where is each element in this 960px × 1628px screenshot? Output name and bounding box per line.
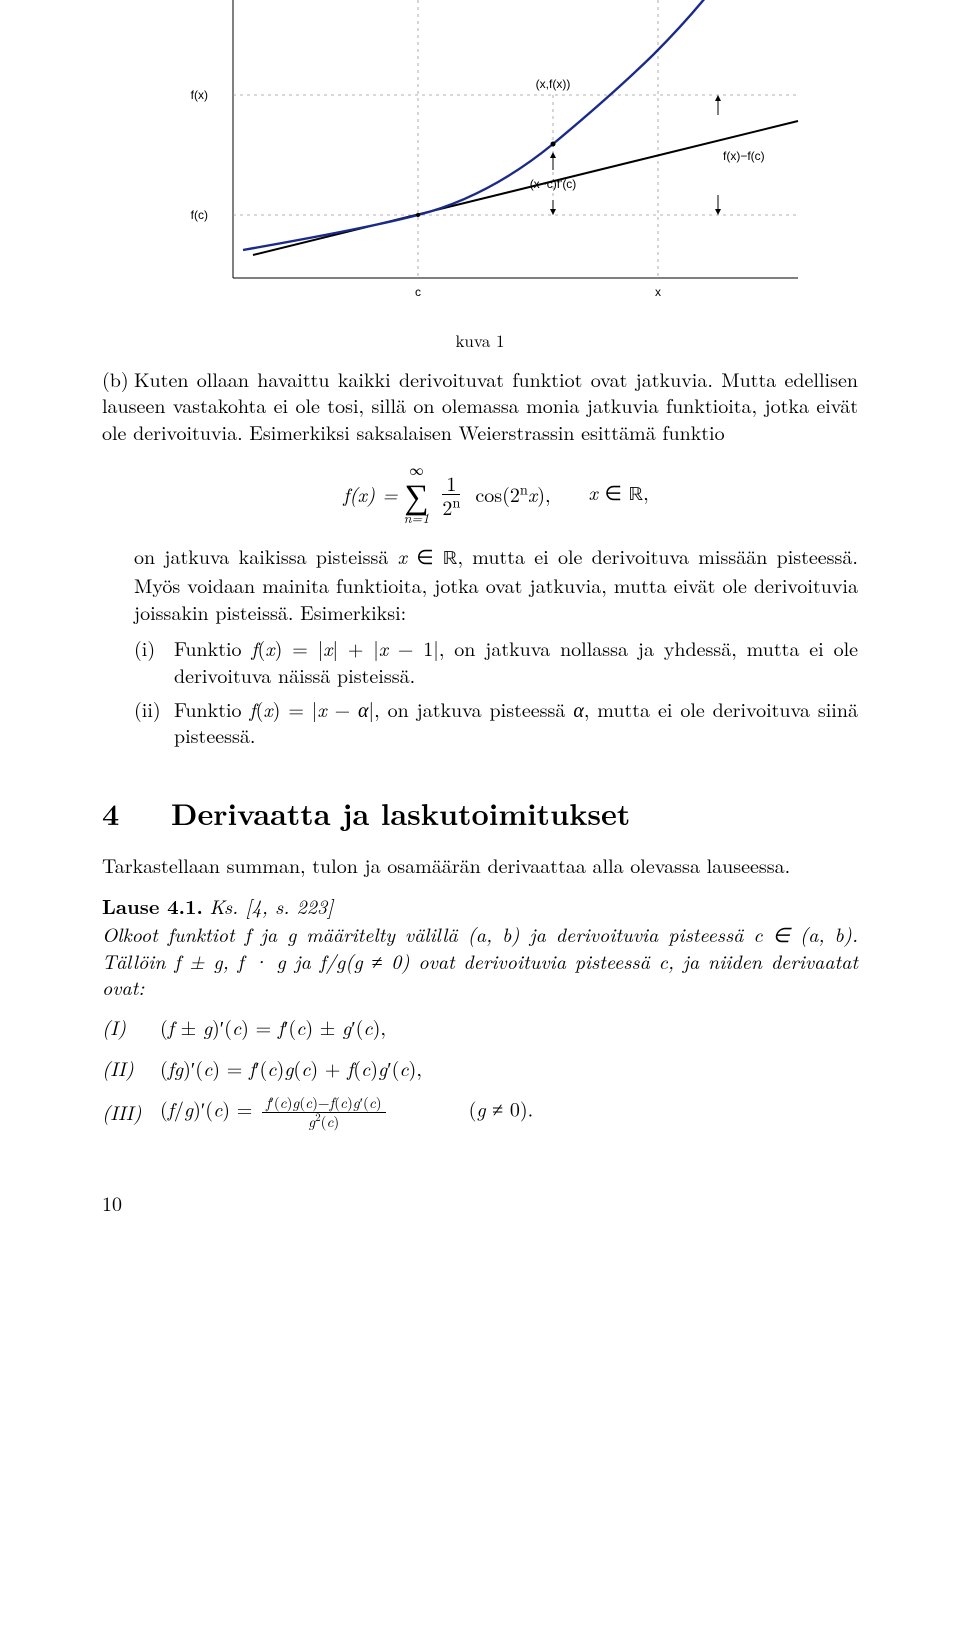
rule-III-cond: (g ≠ 0). bbox=[469, 1094, 534, 1123]
rule-III: (III) (f/g)′(c) = f′(c)g(c)−f(c)g′(c) g2… bbox=[102, 1095, 858, 1130]
example-i: (i) Funktio f(x) = |x| + |x − 1|, on jat… bbox=[134, 635, 858, 688]
item-b: (b)Kuten ollaan havaittu kaikki derivoit… bbox=[102, 366, 858, 445]
rule-II-body: (fg)′(c) = f′(c)g(c) + f(c)g′(c), bbox=[160, 1055, 858, 1081]
item-b-marker: (b) bbox=[102, 366, 134, 392]
item-b-text-1: Kuten ollaan havaittu kaikki derivoituva… bbox=[102, 364, 858, 446]
rule-III-body: (f/g)′(c) = f′(c)g(c)−f(c)g′(c) g2(c) (g… bbox=[160, 1095, 858, 1130]
rule-III-den: g2(c) bbox=[304, 1113, 343, 1130]
svg-text:f(x)−f(c): f(x)−f(c) bbox=[723, 149, 765, 163]
rule-III-marker: (III) bbox=[102, 1099, 160, 1125]
item-b-text-2: on jatkuva kaikissa pisteissä x ∈ ℝ, mut… bbox=[134, 543, 858, 625]
section-title: Derivaatta ja laskutoimitukset bbox=[171, 791, 630, 834]
lause-line: Lause 4.1. Ks. [4, s. 223] bbox=[102, 893, 858, 919]
rules-list: (I) (f ± g)′(c) = f′(c) ± g′(c), (II) (f… bbox=[102, 1014, 858, 1129]
rule-II-marker: (II) bbox=[102, 1055, 160, 1081]
lause-ref: Ks. [4, s. 223] bbox=[210, 891, 334, 920]
figure-1-svg: f(x) f(c) c x (x,f(x)) (x−c)f'(c) f(x)−f… bbox=[158, 0, 803, 320]
svg-text:(x−c)f'(c): (x−c)f'(c) bbox=[529, 177, 576, 191]
svg-text:x: x bbox=[655, 285, 661, 299]
theorem-body: Olkoot funktiot f ja g määritelty välill… bbox=[102, 921, 858, 1000]
section-intro: Tarkastellaan summan, tulon ja osamäärän… bbox=[102, 852, 858, 878]
svg-text:f(c): f(c) bbox=[190, 208, 207, 222]
example-i-body: Funktio f(x) = |x| + |x − 1|, on jatkuva… bbox=[174, 635, 858, 688]
sum-lower: n=1 bbox=[404, 511, 430, 525]
rule-I: (I) (f ± g)′(c) = f′(c) ± g′(c), bbox=[102, 1014, 858, 1040]
formula-cond: x ∈ ℝ, bbox=[589, 479, 649, 508]
figure-1: f(x) f(c) c x (x,f(x)) (x−c)f'(c) f(x)−f… bbox=[158, 0, 803, 352]
example-ii: (ii) Funktio f(x) = |x − α|, on jatkuva … bbox=[134, 696, 858, 749]
formula-cos: cos(2nx), bbox=[475, 481, 550, 507]
page-number: 10 bbox=[102, 1190, 858, 1216]
frac-den: 2n bbox=[438, 495, 464, 517]
example-i-marker: (i) bbox=[134, 635, 174, 688]
figure-caption: kuva 1 bbox=[158, 329, 803, 351]
formula-fraction: 1 2n bbox=[438, 472, 464, 517]
example-ii-body: Funktio f(x) = |x − α|, on jatkuva piste… bbox=[174, 696, 858, 749]
rule-III-lhs: (f/g)′(c) = bbox=[160, 1094, 259, 1123]
weierstrass-formula: f(x) = ∞ ∑ n=1 1 2n cos(2nx), x ∈ ℝ, bbox=[134, 463, 858, 525]
sum-symbol: ∞ ∑ n=1 bbox=[404, 463, 430, 525]
rule-III-frac: f′(c)g(c)−f(c)g′(c) g2(c) bbox=[262, 1095, 386, 1130]
example-list: (i) Funktio f(x) = |x| + |x − 1|, on jat… bbox=[134, 635, 858, 749]
rule-II: (II) (fg)′(c) = f′(c)g(c) + f(c)g′(c), bbox=[102, 1055, 858, 1081]
section-number: 4 bbox=[102, 791, 119, 834]
formula-lhs: f(x) = bbox=[343, 481, 397, 507]
section-4-heading: 4 Derivaatta ja laskutoimitukset bbox=[102, 793, 858, 833]
rule-I-marker: (I) bbox=[102, 1014, 160, 1040]
rule-I-body: (f ± g)′(c) = f′(c) ± g′(c), bbox=[160, 1014, 858, 1040]
example-ii-marker: (ii) bbox=[134, 696, 174, 749]
svg-text:c: c bbox=[415, 285, 421, 299]
svg-text:(x,f(x)): (x,f(x)) bbox=[535, 77, 570, 91]
svg-text:f(x): f(x) bbox=[190, 88, 207, 102]
lause-label: Lause 4.1. bbox=[102, 891, 203, 920]
